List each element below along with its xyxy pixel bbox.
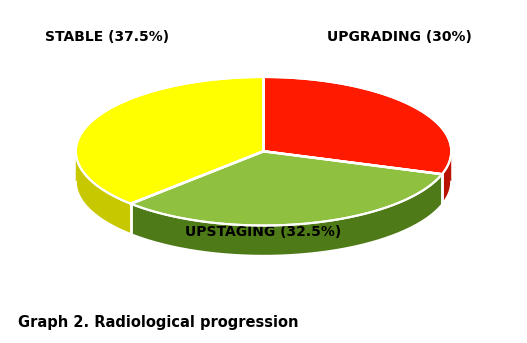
- Polygon shape: [76, 151, 131, 234]
- Text: Graph 2. Radiological progression: Graph 2. Radiological progression: [18, 315, 299, 330]
- Polygon shape: [442, 151, 451, 204]
- Polygon shape: [76, 77, 264, 204]
- Polygon shape: [264, 77, 451, 174]
- Polygon shape: [76, 107, 264, 234]
- Polygon shape: [131, 151, 442, 225]
- Text: UPGRADING (30%): UPGRADING (30%): [327, 29, 472, 44]
- Polygon shape: [131, 182, 442, 256]
- Text: STABLE (37.5%): STABLE (37.5%): [45, 29, 169, 44]
- Polygon shape: [131, 174, 442, 256]
- Text: UPSTAGING (32.5%): UPSTAGING (32.5%): [186, 225, 341, 239]
- Polygon shape: [264, 107, 451, 204]
